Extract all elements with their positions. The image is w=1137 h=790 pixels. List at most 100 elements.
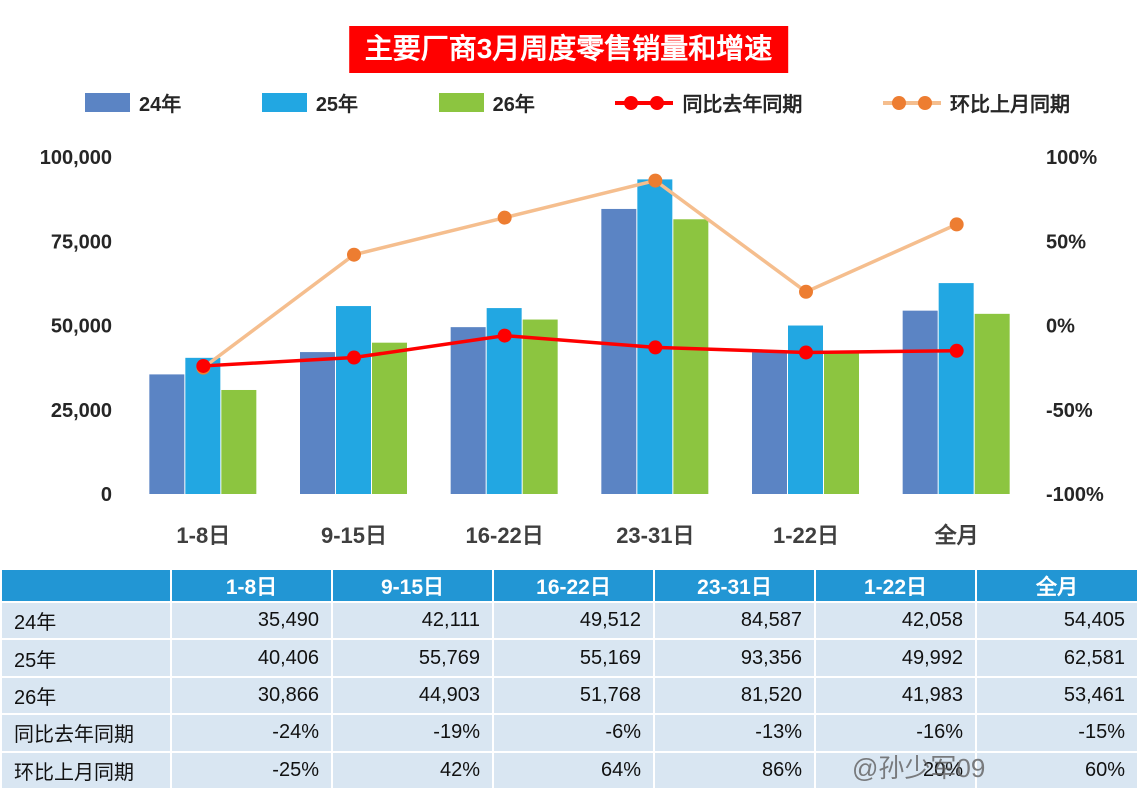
bar-26年 xyxy=(221,389,257,494)
table-cell: 20% xyxy=(814,750,977,790)
category-label: 23-31日 xyxy=(616,523,694,548)
table-cell: 35,490 xyxy=(170,600,333,641)
marker-同比去年同期 xyxy=(347,350,361,365)
column-header-cell: 全月 xyxy=(975,568,1137,603)
marker-环比上月同期 xyxy=(347,247,361,262)
legend-item-26: 26年 xyxy=(438,88,535,117)
data-table: 1-8日 9-15日 16-22日 23-31日 1-22日 全月 24年 35,490 42… xyxy=(0,568,1137,790)
table-cell: 41,983 xyxy=(814,675,977,716)
bar-26年 xyxy=(673,219,709,495)
bar-26年 xyxy=(522,319,558,494)
table-cell: -6% xyxy=(492,713,655,753)
table-header-row: 1-8日 9-15日 16-22日 23-31日 1-22日 全月 xyxy=(0,568,1137,603)
table-cell: 55,169 xyxy=(492,638,655,678)
legend-item-mom: 环比上月同期 xyxy=(883,88,1070,117)
table-row: 24年 35,490 42,111 49,512 84,587 42,058 54,405 xyxy=(0,600,1137,641)
right-axis-tick: 50% xyxy=(1046,231,1086,253)
bar-25年 xyxy=(938,283,974,494)
row-label: 26年 xyxy=(0,675,172,716)
legend-line-yoy-icon xyxy=(615,95,674,111)
category-label: 1-22日 xyxy=(773,523,839,548)
right-axis-tick: -100% xyxy=(1046,484,1104,506)
table-cell: 53,461 xyxy=(975,675,1137,716)
marker-同比去年同期 xyxy=(949,343,964,358)
table-cell: 44,903 xyxy=(331,675,494,716)
left-axis-tick: 0 xyxy=(101,484,112,506)
marker-同比去年同期 xyxy=(799,345,813,360)
marker-环比上月同期 xyxy=(799,284,813,299)
table-cell: 62,581 xyxy=(975,638,1137,678)
right-axis-tick: 100% xyxy=(1046,147,1097,169)
line-环比上月同期 xyxy=(202,178,958,370)
legend-item-24: 24年 xyxy=(85,88,181,117)
left-axis-tick: 50,000 xyxy=(51,316,112,338)
table-cell: -16% xyxy=(814,713,977,753)
table-cell: 64% xyxy=(492,750,655,790)
legend-swatch-25-icon xyxy=(261,93,307,112)
row-label: 同比去年同期 xyxy=(0,713,172,753)
legend-label-25: 25年 xyxy=(315,94,359,116)
marker-同比去年同期 xyxy=(196,358,211,373)
table-row: 25年 40,406 55,769 55,169 93,356 49,992 62,581 xyxy=(0,638,1137,678)
bar-26年 xyxy=(974,313,1010,494)
table-cell: 60% xyxy=(975,750,1137,790)
legend-swatch-24-icon xyxy=(85,93,130,112)
column-header-cell: 16-22日 xyxy=(492,568,655,603)
column-header-cell: 9-15日 xyxy=(331,568,494,603)
marker-环比上月同期 xyxy=(949,217,964,232)
table-cell: 49,512 xyxy=(492,600,655,641)
left-axis-tick: 25,000 xyxy=(51,400,112,422)
table-cell: 42,111 xyxy=(331,600,494,641)
table-cell: -15% xyxy=(975,713,1137,753)
table-row: 26年 30,866 44,903 51,768 81,520 41,983 53,461 xyxy=(0,675,1137,716)
line-同比去年同期 xyxy=(203,333,957,368)
column-header-cell: 1-8日 xyxy=(170,568,333,603)
table-cell: 84,587 xyxy=(653,600,816,641)
table-cell: 51,768 xyxy=(492,675,655,716)
legend-line-mom-icon xyxy=(883,95,941,111)
watermark: @孙少军09 xyxy=(852,753,986,783)
table-cell: 86% xyxy=(653,750,816,790)
row-label: 24年 xyxy=(0,600,172,641)
table-cell: 42,058 xyxy=(814,600,977,641)
table-cell: -13% xyxy=(653,713,816,753)
table-cell: 93,356 xyxy=(653,638,816,678)
category-label: 1-8日 xyxy=(176,523,230,548)
bar-24年 xyxy=(752,352,787,494)
table-cell: 40,406 xyxy=(170,638,333,678)
table-cell: 30,866 xyxy=(170,675,333,716)
table-cell: 81,520 xyxy=(653,675,816,716)
left-axis-tick: 100,000 xyxy=(40,147,112,169)
bar-24年 xyxy=(450,327,486,494)
marker-同比去年同期 xyxy=(648,340,663,355)
bar-24年 xyxy=(601,208,637,494)
legend-item-yoy: 同比去年同期 xyxy=(615,88,802,117)
row-label: 环比上月同期 xyxy=(0,750,172,790)
chart-title: 主要厂商3月周度零售销量和增速 xyxy=(348,26,789,73)
combo-chart: 100,000 75,000 50,000 25,000 0 100% 50% 0% -50% -… xyxy=(40,147,1104,548)
legend-label-24: 24年 xyxy=(139,94,182,116)
bar-24年 xyxy=(149,374,185,494)
marker-同比去年同期 xyxy=(497,328,512,343)
bar-25年 xyxy=(637,179,673,495)
table-cell: -24% xyxy=(170,713,333,753)
table-cell: 54,405 xyxy=(975,600,1137,641)
table-cell: -25% xyxy=(170,750,333,790)
category-label: 9-15日 xyxy=(321,523,387,548)
chart-legend: 24年 25年 26年 同比去年同期 环比上月同期 xyxy=(85,88,1070,117)
legend-label-mom: 环比上月同期 xyxy=(950,94,1070,116)
bar-25年 xyxy=(185,357,221,494)
bar-26年 xyxy=(372,342,407,494)
category-label: 全月 xyxy=(934,523,979,548)
marker-环比上月同期 xyxy=(648,173,663,188)
legend-label-yoy: 同比去年同期 xyxy=(682,94,803,116)
right-axis-tick: 0% xyxy=(1046,316,1075,338)
column-header-cell: 23-31日 xyxy=(653,568,816,603)
column-header-cell: 1-22日 xyxy=(814,568,977,603)
table-cell: 55,769 xyxy=(331,638,494,678)
marker-环比上月同期 xyxy=(497,210,512,225)
bar-24年 xyxy=(300,352,335,494)
table-row: 环比上月同期 -25% 42% 64% 86% 20% 60% xyxy=(0,750,1137,790)
row-label: 25年 xyxy=(0,638,172,678)
left-axis-tick: 75,000 xyxy=(51,231,112,253)
